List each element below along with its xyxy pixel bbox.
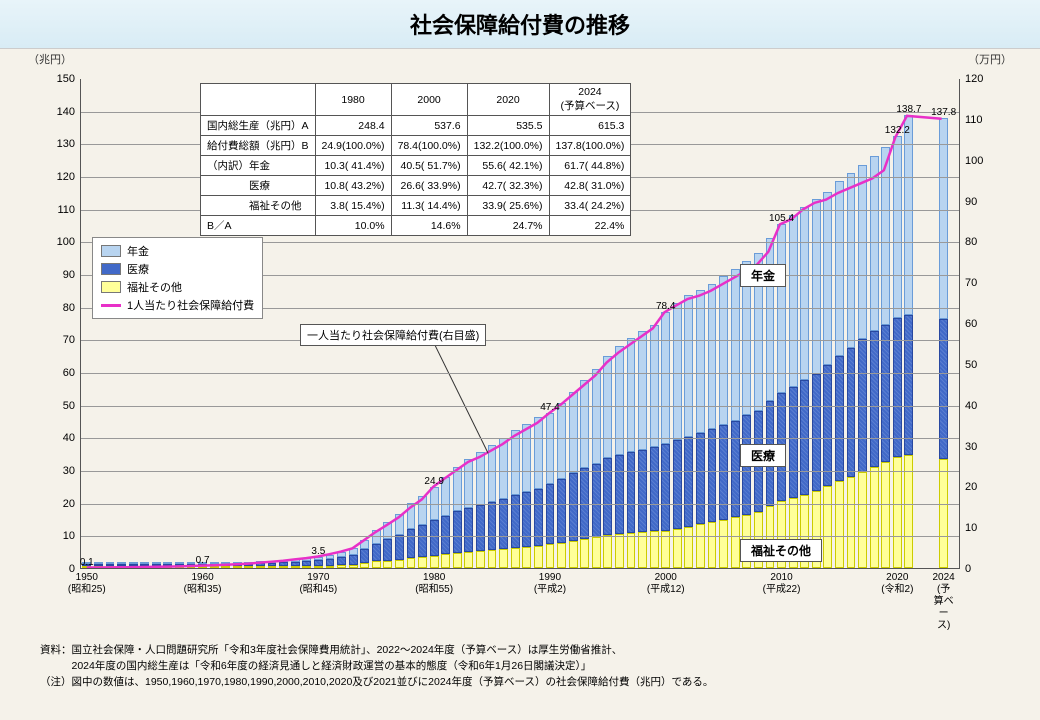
- bar: [835, 181, 844, 568]
- bar: [430, 487, 439, 568]
- bar: [302, 558, 311, 568]
- bar: [673, 303, 682, 568]
- bar: [522, 424, 531, 568]
- bar: [488, 445, 497, 568]
- bar: [696, 290, 705, 568]
- chart-area: （兆円） （万円） 010203040506070809010011012013…: [20, 49, 1020, 639]
- footer-notes: 資料：国立社会保障・人口問題研究所「令和3年度社会保障費用統計」、2022～20…: [0, 639, 1040, 694]
- bar: [557, 403, 566, 568]
- legend-pension: 年金: [127, 243, 149, 259]
- bar: [349, 548, 358, 568]
- in-label-welfare: 福祉その他: [740, 539, 822, 562]
- bar: [244, 562, 253, 568]
- bar: [326, 555, 335, 568]
- bar: [870, 156, 879, 568]
- bar: [152, 562, 161, 568]
- bar: [650, 325, 659, 568]
- bar: [106, 562, 115, 568]
- bar: [534, 417, 543, 568]
- bar: [395, 514, 404, 568]
- bar: [939, 118, 948, 568]
- bar: [383, 522, 392, 568]
- bar: [337, 552, 346, 568]
- bar: [453, 467, 462, 568]
- bar: [904, 115, 913, 568]
- bar: [684, 295, 693, 568]
- bar: [360, 540, 369, 568]
- bar: [314, 557, 323, 568]
- data-table: 1980200020202024(予算ベース)国内総生産（兆円）A248.453…: [200, 83, 631, 236]
- bar: [221, 562, 230, 568]
- bar: [754, 253, 763, 568]
- bar: [546, 413, 555, 568]
- bar: [441, 477, 450, 568]
- y-left-label: （兆円）: [28, 51, 72, 67]
- bar: [615, 346, 624, 568]
- bar: [800, 207, 809, 568]
- bar: [592, 369, 601, 568]
- bar: [233, 562, 242, 568]
- bar: [129, 562, 138, 568]
- legend-welfare: 福祉その他: [127, 279, 182, 295]
- swatch-line: [101, 304, 121, 307]
- bar: [661, 312, 670, 568]
- bar: [823, 192, 832, 568]
- bar: [731, 269, 740, 568]
- bar: [117, 562, 126, 568]
- in-label-medical: 医療: [740, 444, 786, 467]
- bar: [766, 238, 775, 568]
- bar: [464, 459, 473, 568]
- bar: [511, 430, 520, 568]
- y-right-label: （万円）: [968, 51, 1012, 67]
- swatch-medical: [101, 263, 121, 275]
- in-label-pension: 年金: [740, 264, 786, 287]
- bar: [719, 276, 728, 568]
- bar: [847, 173, 856, 568]
- legend-medical: 医療: [127, 261, 149, 277]
- bar: [140, 562, 149, 568]
- bar: [580, 380, 589, 568]
- bar: [789, 215, 798, 568]
- bar: [418, 496, 427, 568]
- chart-title: 社会保障給付費の推移: [0, 0, 1040, 49]
- bar: [708, 284, 717, 568]
- swatch-pension: [101, 245, 121, 257]
- swatch-welfare: [101, 281, 121, 293]
- bar: [638, 331, 647, 568]
- bar: [476, 452, 485, 568]
- bar: [256, 561, 265, 568]
- bar: [569, 392, 578, 568]
- bar: [163, 562, 172, 568]
- bar: [291, 559, 300, 568]
- bar: [268, 561, 277, 568]
- bar: [858, 165, 867, 568]
- callout-per-capita: 一人当たり社会保障給付費(右目盛): [300, 324, 486, 346]
- bar: [812, 199, 821, 568]
- legend: 年金 医療 福祉その他 1人当たり社会保障給付費: [92, 237, 263, 319]
- bar: [279, 560, 288, 568]
- legend-line: 1人当たり社会保障給付費: [127, 297, 254, 313]
- bar: [175, 562, 184, 568]
